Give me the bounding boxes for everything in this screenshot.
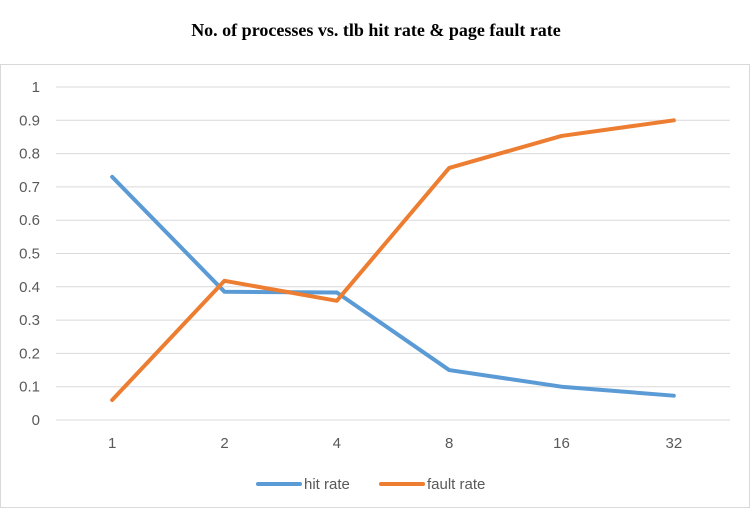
y-tick-label: 0.5 [19, 246, 40, 263]
y-tick-label: 0.2 [19, 345, 40, 362]
series-line-fault-rate [110, 118, 676, 403]
y-tick-label: 0.4 [19, 279, 40, 296]
y-tick-label: 0.8 [19, 146, 40, 163]
x-axis-ticks: 1 2 4 8 16 32 [108, 435, 682, 452]
x-tick-label: 2 [220, 435, 228, 452]
x-tick-label: 4 [333, 435, 341, 452]
chart-title: No. of processes vs. tlb hit rate & page… [191, 20, 561, 40]
x-tick-label: 16 [553, 435, 570, 452]
legend-label: fault rate [427, 476, 485, 493]
legend: hit rate fault rate [256, 476, 485, 493]
x-tick-label: 1 [108, 435, 116, 452]
series-line-hit-rate [110, 174, 676, 398]
y-axis-ticks: 0 0.1 0.2 0.3 0.4 0.5 0.6 0.7 0.8 0.9 1 [19, 79, 40, 429]
y-tick-label: 0.1 [19, 379, 40, 396]
y-tick-label: 0.3 [19, 312, 40, 329]
y-tick-label: 1 [32, 79, 40, 96]
series-lines [110, 118, 676, 403]
x-tick-label: 32 [665, 435, 682, 452]
y-tick-label: 0.9 [19, 112, 40, 129]
y-tick-label: 0.6 [19, 212, 40, 229]
y-tick-label: 0 [32, 412, 40, 429]
chart-frame [0, 64, 750, 508]
x-tick-label: 8 [445, 435, 453, 452]
legend-label: hit rate [304, 476, 350, 493]
gridlines [56, 86, 730, 421]
y-tick-label: 0.7 [19, 179, 40, 196]
